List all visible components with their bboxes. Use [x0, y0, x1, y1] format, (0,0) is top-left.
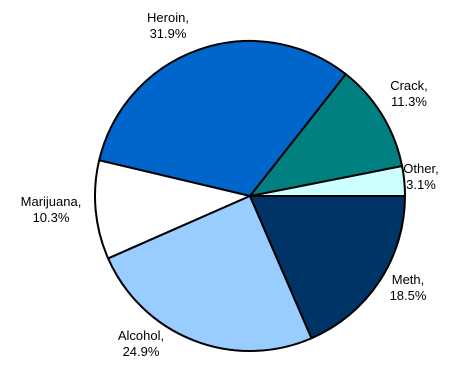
pie-slices — [94, 40, 406, 352]
slice-label-name: Marijuana, — [21, 194, 82, 209]
slice-label-name: Crack, — [390, 78, 428, 93]
pie-slice-crack — [249, 73, 404, 197]
slice-label-name: Alcohol, — [118, 328, 164, 343]
slice-label-value: 18.5% — [390, 288, 427, 303]
pie-slice-meth — [249, 195, 406, 340]
slice-label-alcohol: Alcohol, 24.9% — [118, 328, 164, 359]
slice-label-value: 3.1% — [406, 177, 436, 192]
slice-label-name: Other, — [403, 161, 438, 176]
slice-label-name: Heroin, — [147, 10, 189, 25]
slice-label-marijuana: Marijuana, 10.3% — [21, 194, 82, 225]
pie-slice-alcohol — [107, 195, 313, 352]
pie-slice-marijuana — [94, 159, 251, 260]
slice-label-other: Other, 3.1% — [403, 161, 438, 192]
slice-label-value: 10.3% — [33, 210, 70, 225]
slice-label-meth: Meth, 18.5% — [390, 272, 427, 303]
slice-label-value: 11.3% — [391, 94, 427, 109]
slice-label-value: 24.9% — [123, 344, 160, 359]
slice-label-heroin: Heroin, 31.9% — [147, 10, 189, 41]
slice-label-crack: Crack, 11.3% — [390, 78, 428, 109]
slice-label-name: Meth, — [392, 272, 425, 287]
pie-labels: Other, 3.1% Crack, 11.3% Heroin, 31.9% Marijua… — [21, 10, 439, 359]
pie-slice-heroin — [98, 40, 347, 197]
slice-label-value: 31.9% — [150, 26, 187, 41]
